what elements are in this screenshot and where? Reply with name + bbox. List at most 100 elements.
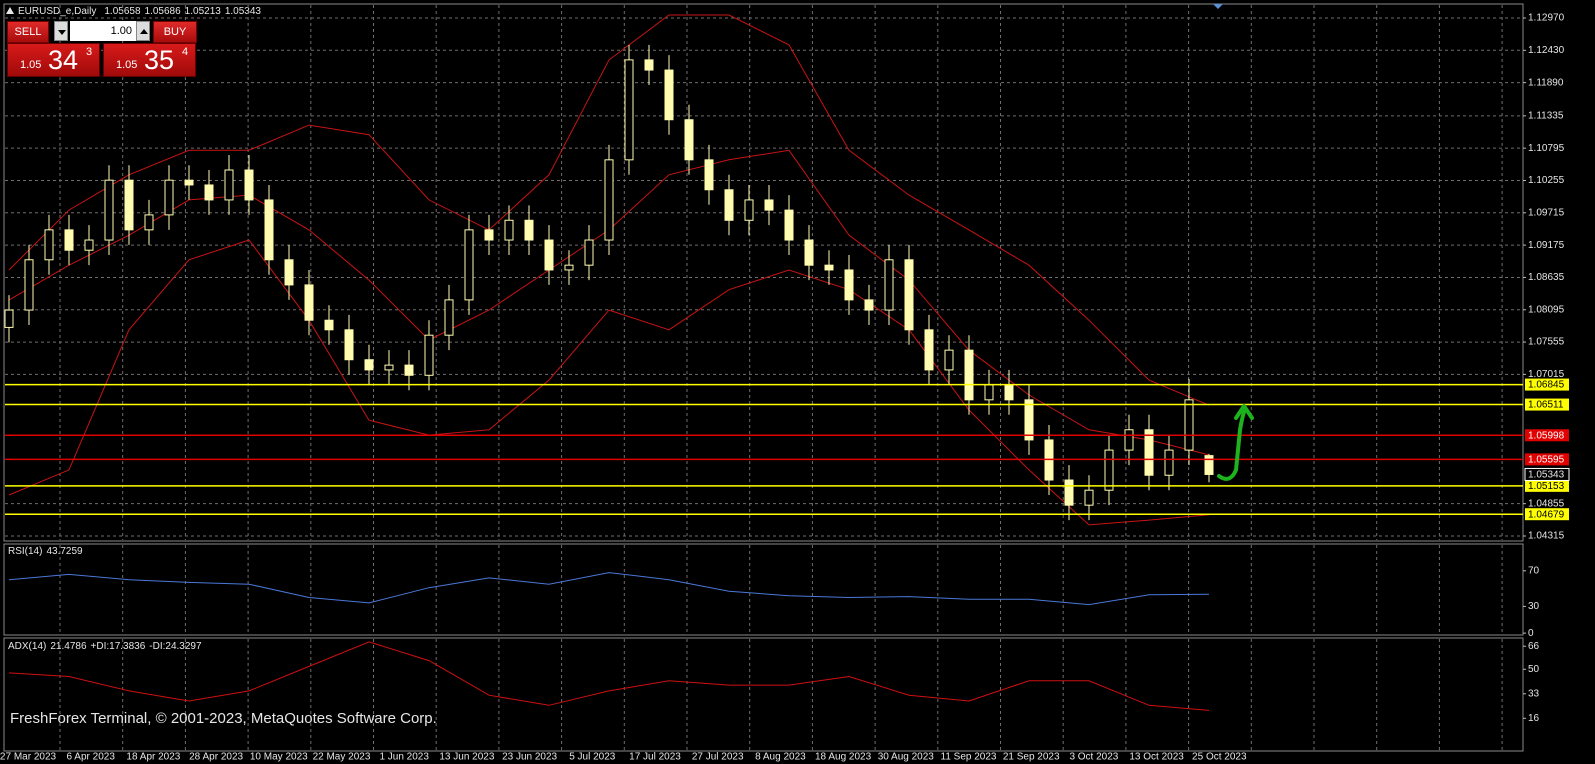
candle-body: [284, 259, 294, 286]
candle-body: [204, 184, 214, 201]
candle-body: [4, 309, 14, 328]
y-tick-label: 0: [1528, 628, 1534, 639]
volume-down[interactable]: [54, 21, 68, 41]
candle-body: [104, 179, 114, 241]
candle-body: [1184, 399, 1194, 451]
y-tick-label: 70: [1528, 565, 1540, 576]
symbol-header: EURUSD_e,Daily1.056581.056861.052131.053…: [18, 6, 261, 17]
buy-button[interactable]: BUY: [153, 21, 197, 43]
candle-body: [324, 319, 334, 331]
x-tick-label: 27 Jul 2023: [692, 752, 744, 763]
candle-body: [304, 284, 314, 321]
indicator-line: [8, 572, 1210, 606]
x-tick-label: 22 May 2023: [313, 752, 371, 763]
level-label: 1.04679: [1528, 509, 1565, 520]
y-tick-label: 33: [1528, 688, 1540, 699]
candle-body: [804, 239, 814, 266]
arrow-head: [1234, 404, 1254, 420]
x-tick-label: 6 Apr 2023: [67, 752, 116, 763]
x-tick-label: 5 Jul 2023: [569, 752, 616, 763]
di-plus: 17.3836: [109, 641, 146, 652]
candle-body: [424, 334, 434, 376]
ask-price[interactable]: 1.05 35 4: [103, 43, 196, 77]
ask-sup: 4: [182, 46, 189, 58]
y-tick-label: 1.09715: [1528, 207, 1565, 218]
y-tick-label: 1.08095: [1528, 304, 1565, 315]
level-label-bg: [1525, 429, 1569, 442]
level-label-bg: [1525, 378, 1569, 391]
candle-body: [1004, 384, 1014, 401]
candle-body: [164, 179, 174, 216]
candle-body: [1144, 429, 1154, 476]
candle-body: [84, 239, 94, 251]
rsi-header: RSI(14) 43.7259: [8, 546, 83, 557]
y-tick-label: 16: [1528, 713, 1540, 724]
candle-body: [1104, 449, 1114, 491]
level-label: 1.05998: [1528, 430, 1565, 441]
candle-body: [244, 169, 254, 201]
bid-price[interactable]: 1.05 34 3: [7, 43, 100, 77]
bid-big: 34: [48, 45, 79, 75]
candle-body: [1164, 449, 1174, 476]
close: 1.05343: [225, 6, 262, 17]
y-tick-label: 1.09175: [1528, 240, 1565, 251]
candle-body: [844, 269, 854, 301]
level-label: 1.05153: [1528, 481, 1565, 492]
x-tick-label: 3 Oct 2023: [1069, 752, 1118, 763]
one-click-trading-panel: SELL 1.00 BUY 1.05 34 3 1.05 35 4: [7, 21, 197, 77]
candle-body: [644, 59, 654, 71]
candle-body: [464, 229, 474, 301]
x-tick-label: 18 Apr 2023: [126, 752, 180, 763]
y-tick-label: 30: [1528, 601, 1540, 612]
adx-pane-frame: [3, 637, 1524, 752]
candle-body: [724, 189, 734, 221]
candle-body: [984, 384, 994, 401]
x-tick-label: 23 Jun 2023: [502, 752, 557, 763]
candle-body: [584, 239, 594, 266]
volume-input[interactable]: 1.00: [70, 21, 136, 41]
candle-body: [1124, 429, 1134, 451]
low: 1.05213: [185, 6, 222, 17]
ask-prefix: 1.05: [116, 59, 138, 71]
sell-button[interactable]: SELL: [7, 21, 49, 43]
bid-sup: 3: [86, 46, 93, 58]
candle-body: [704, 159, 714, 191]
volume-up[interactable]: [136, 21, 150, 41]
candle-body: [924, 329, 934, 371]
hand-drawn-arrow: [1217, 404, 1254, 481]
y-tick-label: 1.07555: [1528, 337, 1565, 348]
candle-body: [604, 159, 614, 241]
collapse-icon[interactable]: [6, 7, 14, 14]
candle-body: [684, 119, 694, 161]
y-tick-label: 50: [1528, 664, 1540, 675]
candle-body: [864, 299, 874, 311]
high: 1.05686: [145, 6, 182, 17]
x-tick-label: 25 Oct 2023: [1192, 752, 1247, 763]
candle-body: [564, 264, 574, 271]
x-tick-label: 1 Jun 2023: [379, 752, 429, 763]
last-price-label: 1.05343: [1528, 470, 1565, 481]
candle-body: [144, 214, 154, 231]
y-tick-label: 1.08635: [1528, 272, 1565, 283]
level-label: 1.06511: [1528, 400, 1564, 411]
candle-body: [1024, 399, 1034, 441]
candle-body: [24, 259, 34, 311]
bollinger-band: [8, 239, 1210, 526]
candle-body: [524, 219, 534, 241]
level-label-bg: [1525, 508, 1569, 521]
arrow-shaft: [1217, 410, 1246, 481]
candle-body: [444, 299, 454, 336]
candle-body: [264, 199, 274, 261]
candle-body: [1204, 455, 1214, 475]
level-label-bg: [1525, 398, 1569, 411]
shift-marker: [1213, 4, 1223, 9]
candle-body: [944, 349, 954, 371]
candle-body: [884, 259, 894, 311]
watermark: FreshForex Terminal, © 2001-2023, MetaQu…: [10, 710, 437, 727]
x-tick-label: 17 Jul 2023: [629, 752, 681, 763]
candle-body: [484, 229, 494, 241]
indicator-line: [8, 641, 1210, 711]
candle-body: [1084, 489, 1094, 506]
candle-body: [384, 364, 394, 371]
